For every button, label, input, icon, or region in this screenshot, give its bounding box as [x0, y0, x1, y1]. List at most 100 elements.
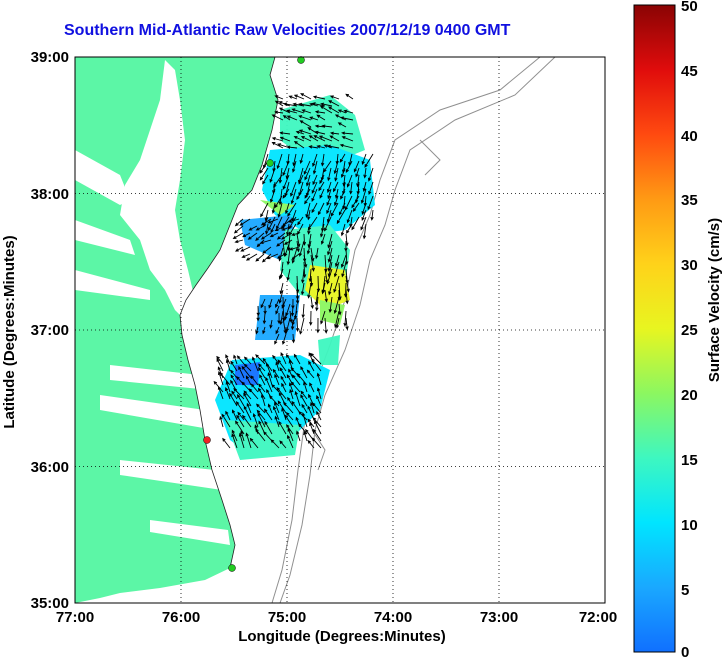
velocity-arrow	[255, 225, 265, 231]
velocity-arrow	[333, 275, 340, 294]
velocity-arrow	[333, 160, 339, 175]
velocity-arrow	[256, 312, 260, 322]
velocity-arrow	[287, 427, 294, 442]
velocity-arrow	[279, 136, 291, 142]
velocity-arrow	[276, 239, 286, 247]
velocity-arrow	[225, 354, 231, 365]
velocity-arrow	[274, 373, 280, 386]
velocity-arrow	[255, 428, 266, 442]
velocity-arrow	[274, 401, 280, 414]
velocity-arrow	[250, 383, 259, 393]
velocity-arrow	[285, 202, 290, 215]
velocity-arrow	[278, 289, 284, 304]
x-tick-label: 77:00	[56, 609, 94, 626]
velocity-arrow	[291, 374, 301, 386]
velocity-arrow	[265, 362, 273, 379]
velocity-arrow	[288, 368, 294, 379]
velocity-arrow	[277, 359, 287, 372]
velocity-arrow	[268, 298, 273, 309]
velocity-arrow	[259, 167, 269, 181]
velocity-arrow	[310, 296, 314, 310]
velocity-arrow	[279, 440, 287, 449]
velocity-arrow	[296, 188, 304, 200]
velocity-arrow	[368, 181, 374, 195]
velocity-arrow	[320, 233, 326, 245]
velocity-arrow	[343, 310, 347, 327]
velocity-arrow	[308, 135, 319, 142]
velocity-arrow	[234, 239, 244, 244]
velocity-arrow	[304, 188, 311, 199]
velocity-arrow	[314, 420, 322, 435]
velocity-arrow	[263, 408, 273, 421]
velocity-arrow	[319, 174, 325, 185]
velocity-arrow	[338, 303, 342, 316]
velocity-arrow	[340, 188, 346, 200]
velocity-arrow	[243, 390, 252, 400]
velocity-arrow	[316, 395, 322, 407]
velocity-arrow	[233, 225, 244, 234]
velocity-arrow	[293, 136, 305, 142]
velocity-arrow	[260, 232, 272, 240]
velocity-arrow	[225, 358, 231, 372]
y-tick-label: 37:00	[31, 322, 69, 339]
velocity-arrow	[274, 100, 284, 107]
velocity-arrow	[281, 298, 287, 309]
velocity-arrow	[282, 174, 290, 190]
velocity-arrow	[340, 254, 347, 268]
velocity-arrow	[320, 310, 326, 325]
y-tick-label: 39:00	[31, 49, 69, 66]
velocity-arrow	[327, 167, 332, 182]
velocity-arrow	[252, 413, 259, 428]
velocity-arrow	[278, 268, 284, 280]
velocity-arrow	[284, 326, 288, 335]
velocity-arrow	[269, 188, 276, 203]
velocity-arrow	[320, 102, 333, 107]
velocity-arrow	[313, 135, 326, 142]
velocity-arrow	[275, 298, 280, 309]
velocity-arrow	[301, 303, 305, 319]
velocity-arrow	[290, 188, 297, 205]
velocity-arrow	[217, 385, 224, 400]
velocity-arrow	[311, 188, 318, 202]
velocity-arrow	[276, 153, 283, 170]
velocity-arrow	[285, 424, 294, 435]
velocity-arrow	[229, 392, 238, 407]
velocity-arrow	[278, 420, 287, 435]
velocity-arrow	[290, 305, 295, 317]
velocity-arrow	[312, 95, 326, 100]
velocity-arrow	[282, 115, 291, 121]
velocity-arrow	[280, 232, 293, 240]
velocity-arrow	[317, 202, 325, 216]
velocity-arrow	[265, 376, 273, 393]
velocity-arrow	[308, 145, 319, 149]
velocity-arrow	[315, 296, 319, 312]
velocity-arrow	[309, 382, 315, 393]
velocity-arrow	[292, 102, 305, 107]
x-tick-label: 74:00	[374, 609, 412, 626]
y-tick-label: 36:00	[31, 459, 69, 476]
velocity-arrow	[297, 223, 304, 236]
velocity-arrow	[326, 268, 333, 285]
velocity-arrow	[316, 387, 322, 400]
velocity-arrow	[362, 181, 367, 193]
velocity-arrow	[271, 202, 276, 215]
velocity-arrow	[312, 160, 318, 175]
y-axis-label: Latitude (Degrees:Minutes)	[1, 235, 18, 428]
velocity-arrow	[324, 216, 332, 232]
velocity-arrow	[298, 174, 304, 185]
velocity-arrow	[316, 410, 322, 421]
velocity-arrow	[240, 430, 245, 442]
velocity-arrow	[290, 319, 295, 331]
y-tick-label: 35:00	[31, 595, 69, 612]
velocity-arrow	[233, 387, 245, 400]
velocity-arrow	[338, 202, 346, 216]
velocity-arrow	[279, 310, 284, 326]
velocity-arrow	[284, 414, 294, 428]
velocity-arrow	[327, 188, 332, 200]
velocity-arrow	[295, 317, 300, 333]
velocity-arrow	[351, 216, 360, 231]
velocity-arrow	[306, 369, 315, 379]
velocity-arrow	[328, 282, 333, 296]
velocity-arrow	[281, 333, 287, 345]
velocity-arrow	[262, 326, 266, 335]
